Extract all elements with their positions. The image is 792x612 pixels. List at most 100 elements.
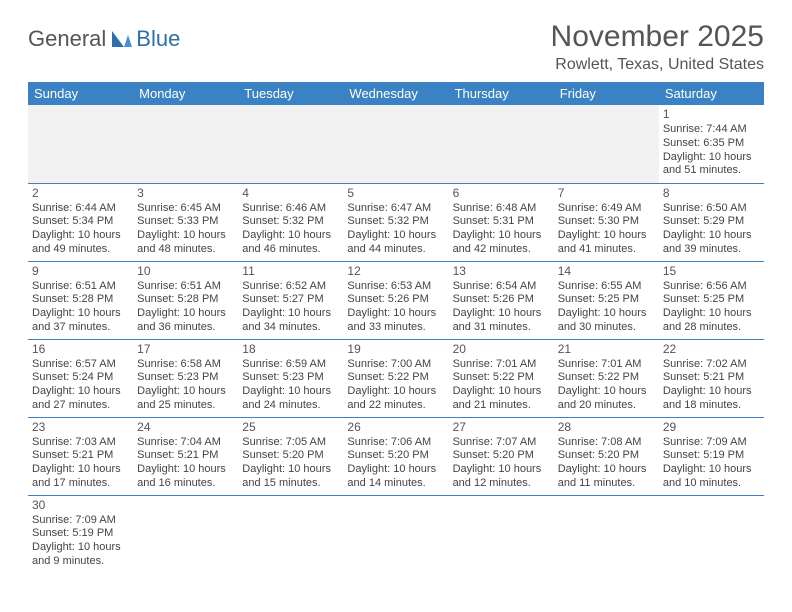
month-title: November 2025 [551, 20, 764, 54]
calendar-cell: 11Sunrise: 6:52 AMSunset: 5:27 PMDayligh… [238, 261, 343, 339]
day-number: 15 [663, 264, 760, 279]
daylight-line: Daylight: 10 hours and 18 minutes. [663, 385, 760, 413]
calendar-cell: 10Sunrise: 6:51 AMSunset: 5:28 PMDayligh… [133, 261, 238, 339]
weekday-header: Thursday [449, 82, 554, 105]
daylight-line: Daylight: 10 hours and 41 minutes. [558, 229, 655, 257]
daylight-line: Daylight: 10 hours and 42 minutes. [453, 229, 550, 257]
sunset-line: Sunset: 5:20 PM [453, 449, 550, 463]
calendar-week: 2Sunrise: 6:44 AMSunset: 5:34 PMDaylight… [28, 183, 764, 261]
sunset-line: Sunset: 5:22 PM [558, 371, 655, 385]
sunrise-line: Sunrise: 6:55 AM [558, 280, 655, 294]
day-number: 4 [242, 186, 339, 201]
calendar-table: SundayMondayTuesdayWednesdayThursdayFrid… [28, 82, 764, 573]
weekday-header: Friday [554, 82, 659, 105]
sunset-line: Sunset: 5:20 PM [347, 449, 444, 463]
calendar-cell: 15Sunrise: 6:56 AMSunset: 5:25 PMDayligh… [659, 261, 764, 339]
calendar-cell: 9Sunrise: 6:51 AMSunset: 5:28 PMDaylight… [28, 261, 133, 339]
daylight-line: Daylight: 10 hours and 20 minutes. [558, 385, 655, 413]
calendar-cell: 17Sunrise: 6:58 AMSunset: 5:23 PMDayligh… [133, 339, 238, 417]
calendar-cell [343, 495, 448, 573]
calendar-week: 16Sunrise: 6:57 AMSunset: 5:24 PMDayligh… [28, 339, 764, 417]
daylight-line: Daylight: 10 hours and 15 minutes. [242, 463, 339, 491]
calendar-cell [238, 495, 343, 573]
logo-text-b: Blue [136, 26, 180, 52]
calendar-cell: 22Sunrise: 7:02 AMSunset: 5:21 PMDayligh… [659, 339, 764, 417]
day-number: 20 [453, 342, 550, 357]
sunrise-line: Sunrise: 6:57 AM [32, 358, 129, 372]
calendar-cell [449, 105, 554, 183]
calendar-cell: 28Sunrise: 7:08 AMSunset: 5:20 PMDayligh… [554, 417, 659, 495]
sunset-line: Sunset: 5:33 PM [137, 215, 234, 229]
sunset-line: Sunset: 5:23 PM [137, 371, 234, 385]
sunset-line: Sunset: 5:22 PM [453, 371, 550, 385]
sunrise-line: Sunrise: 7:01 AM [558, 358, 655, 372]
day-number: 25 [242, 420, 339, 435]
day-number: 26 [347, 420, 444, 435]
daylight-line: Daylight: 10 hours and 10 minutes. [663, 463, 760, 491]
daylight-line: Daylight: 10 hours and 11 minutes. [558, 463, 655, 491]
sunset-line: Sunset: 5:30 PM [558, 215, 655, 229]
sunrise-line: Sunrise: 7:09 AM [663, 436, 760, 450]
calendar-cell: 19Sunrise: 7:00 AMSunset: 5:22 PMDayligh… [343, 339, 448, 417]
calendar-cell [133, 495, 238, 573]
sunrise-line: Sunrise: 6:50 AM [663, 202, 760, 216]
sunset-line: Sunset: 5:26 PM [453, 293, 550, 307]
day-number: 17 [137, 342, 234, 357]
sunrise-line: Sunrise: 7:01 AM [453, 358, 550, 372]
sunrise-line: Sunrise: 6:46 AM [242, 202, 339, 216]
sunset-line: Sunset: 5:21 PM [137, 449, 234, 463]
sunset-line: Sunset: 5:23 PM [242, 371, 339, 385]
calendar-cell: 2Sunrise: 6:44 AMSunset: 5:34 PMDaylight… [28, 183, 133, 261]
sunset-line: Sunset: 5:21 PM [663, 371, 760, 385]
weekday-header: Tuesday [238, 82, 343, 105]
day-number: 28 [558, 420, 655, 435]
sunrise-line: Sunrise: 6:59 AM [242, 358, 339, 372]
daylight-line: Daylight: 10 hours and 46 minutes. [242, 229, 339, 257]
sunset-line: Sunset: 5:29 PM [663, 215, 760, 229]
sunrise-line: Sunrise: 6:45 AM [137, 202, 234, 216]
day-number: 13 [453, 264, 550, 279]
day-number: 10 [137, 264, 234, 279]
day-number: 11 [242, 264, 339, 279]
sunrise-line: Sunrise: 6:54 AM [453, 280, 550, 294]
sunset-line: Sunset: 5:28 PM [32, 293, 129, 307]
weekday-header-row: SundayMondayTuesdayWednesdayThursdayFrid… [28, 82, 764, 105]
calendar-cell: 27Sunrise: 7:07 AMSunset: 5:20 PMDayligh… [449, 417, 554, 495]
logo: General Blue [28, 26, 180, 52]
calendar-cell [133, 105, 238, 183]
daylight-line: Daylight: 10 hours and 31 minutes. [453, 307, 550, 335]
daylight-line: Daylight: 10 hours and 44 minutes. [347, 229, 444, 257]
calendar-cell: 30Sunrise: 7:09 AMSunset: 5:19 PMDayligh… [28, 495, 133, 573]
calendar-cell [659, 495, 764, 573]
weekday-header: Sunday [28, 82, 133, 105]
day-number: 24 [137, 420, 234, 435]
header: General Blue November 2025 Rowlett, Texa… [28, 20, 764, 74]
sunrise-line: Sunrise: 6:48 AM [453, 202, 550, 216]
day-number: 18 [242, 342, 339, 357]
sunset-line: Sunset: 5:19 PM [663, 449, 760, 463]
sunrise-line: Sunrise: 7:04 AM [137, 436, 234, 450]
daylight-line: Daylight: 10 hours and 22 minutes. [347, 385, 444, 413]
sunrise-line: Sunrise: 7:00 AM [347, 358, 444, 372]
sunset-line: Sunset: 5:34 PM [32, 215, 129, 229]
calendar-cell: 6Sunrise: 6:48 AMSunset: 5:31 PMDaylight… [449, 183, 554, 261]
sunset-line: Sunset: 6:35 PM [663, 137, 760, 151]
calendar-cell: 20Sunrise: 7:01 AMSunset: 5:22 PMDayligh… [449, 339, 554, 417]
day-number: 7 [558, 186, 655, 201]
calendar-cell [28, 105, 133, 183]
sunset-line: Sunset: 5:25 PM [663, 293, 760, 307]
calendar-cell [343, 105, 448, 183]
calendar-cell: 18Sunrise: 6:59 AMSunset: 5:23 PMDayligh… [238, 339, 343, 417]
sunset-line: Sunset: 5:19 PM [32, 527, 129, 541]
daylight-line: Daylight: 10 hours and 12 minutes. [453, 463, 550, 491]
sunset-line: Sunset: 5:22 PM [347, 371, 444, 385]
calendar-cell: 21Sunrise: 7:01 AMSunset: 5:22 PMDayligh… [554, 339, 659, 417]
daylight-line: Daylight: 10 hours and 30 minutes. [558, 307, 655, 335]
calendar-cell: 7Sunrise: 6:49 AMSunset: 5:30 PMDaylight… [554, 183, 659, 261]
sunset-line: Sunset: 5:20 PM [558, 449, 655, 463]
sunrise-line: Sunrise: 6:53 AM [347, 280, 444, 294]
day-number: 19 [347, 342, 444, 357]
calendar-week: 23Sunrise: 7:03 AMSunset: 5:21 PMDayligh… [28, 417, 764, 495]
sunset-line: Sunset: 5:32 PM [242, 215, 339, 229]
sunrise-line: Sunrise: 7:44 AM [663, 123, 760, 137]
